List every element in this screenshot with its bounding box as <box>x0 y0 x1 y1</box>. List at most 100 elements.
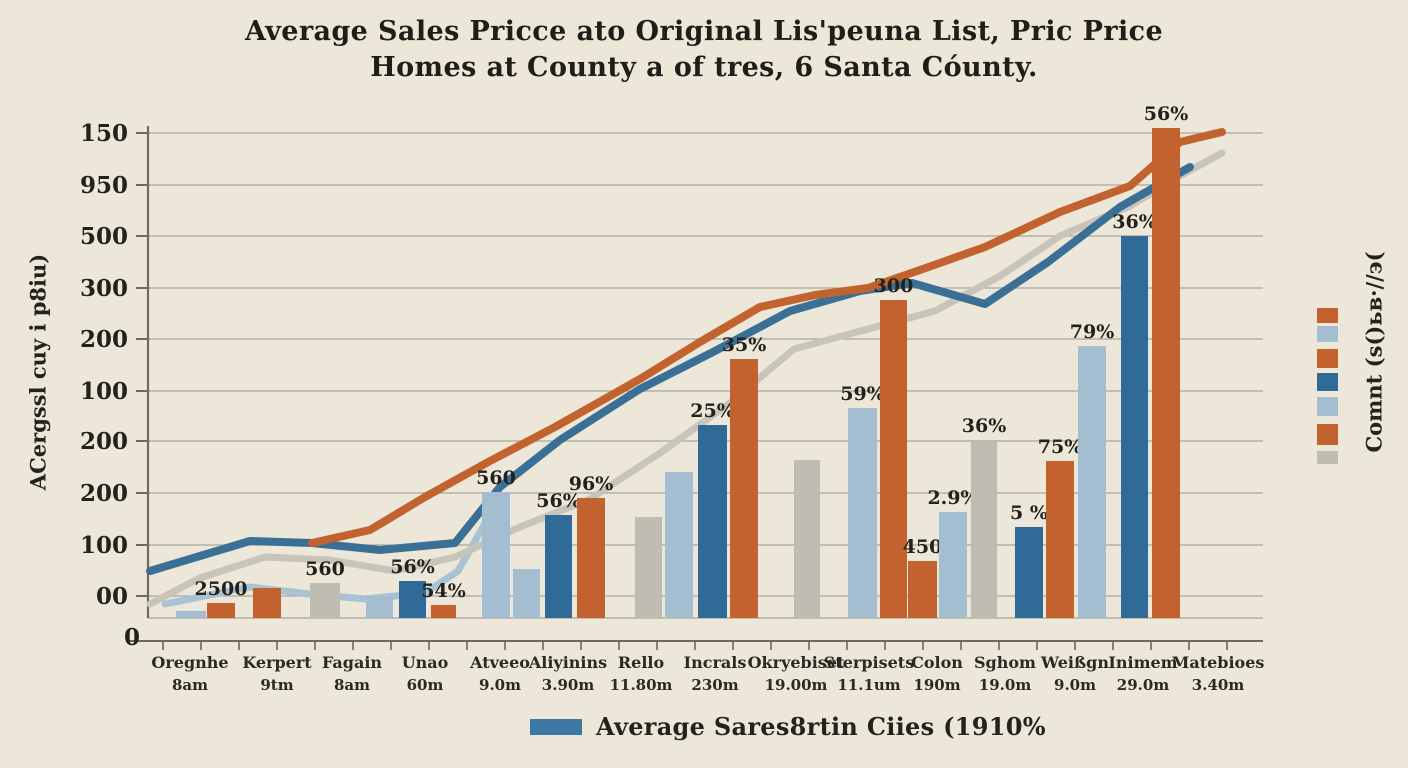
legend-right-swatch <box>1317 349 1338 368</box>
bar-value-label: 96% <box>569 473 614 495</box>
x-category-value: 8am <box>334 676 370 694</box>
origin-label: 0 <box>124 624 140 651</box>
bar-value-label: 54% <box>421 580 466 602</box>
x-category-value: 9.0m <box>1054 676 1096 694</box>
x-category-value: 29.0m <box>1117 676 1170 694</box>
bar-lightblue <box>848 408 877 618</box>
x-category-value: 11.1um <box>837 676 900 694</box>
bar-gray <box>794 460 820 618</box>
y-tick-label: 200 <box>80 326 128 353</box>
x-category-name: Incrals <box>684 653 747 672</box>
y-tick-label: 500 <box>80 223 128 250</box>
x-category-name: Sterpisets <box>824 653 914 672</box>
x-category-name: Sghom <box>974 653 1036 672</box>
bar-orange <box>908 561 937 618</box>
bar-orange <box>730 359 758 618</box>
chart-title: Average Sales Pricce ato Original Lis'pe… <box>0 14 1408 85</box>
bar-value-label: 35% <box>722 334 767 356</box>
bar-value-label: 5 % <box>1010 502 1048 524</box>
gray-line <box>146 149 1226 608</box>
x-category-name: Okryebiset <box>748 653 845 672</box>
bar-lightblue <box>366 596 393 618</box>
bar-lightblue <box>513 569 540 618</box>
bar-value-label: 59% <box>840 383 885 405</box>
bar-darkblue <box>545 515 572 618</box>
bar-value-label: 56% <box>1144 103 1189 125</box>
x-category-value: 60m <box>407 676 444 694</box>
y-tick-label: 950 <box>80 172 128 199</box>
bar-value-label: 300 <box>874 275 914 297</box>
x-category-value: 3.90m <box>542 676 595 694</box>
x-category-name: Oregnhe <box>151 653 228 672</box>
bar-orange <box>253 588 281 618</box>
bar-gray <box>310 583 340 618</box>
x-category-value: 19.00m <box>765 676 828 694</box>
x-category-name: Rello <box>618 653 665 672</box>
x-category-value: 11.80m <box>610 676 673 694</box>
bar-darkblue <box>1121 236 1148 618</box>
bar-value-label: 36% <box>1112 211 1157 233</box>
bar-orange <box>207 603 235 618</box>
bar-orange <box>577 498 605 618</box>
orange-line <box>308 128 1226 547</box>
bar-value-label: 56% <box>390 556 435 578</box>
x-category-value: 9.0m <box>479 676 521 694</box>
bar-value-label: 56% <box>536 490 581 512</box>
x-category-value: 9tm <box>260 676 293 694</box>
x-category-value: 8am <box>172 676 208 694</box>
x-category-name: Atveeo <box>469 653 530 672</box>
bar-lightblue <box>939 512 967 618</box>
legend-right-swatch <box>1317 373 1338 391</box>
bar-value-label: 36% <box>962 415 1007 437</box>
x-category-value: 190m <box>913 676 960 694</box>
y-tick-label: 300 <box>80 275 128 302</box>
x-category-name: Matebioes <box>1172 653 1265 672</box>
bar-value-label: 2500 <box>195 578 248 600</box>
bar-value-label: 450 <box>903 536 943 558</box>
y-tick-label: 200 <box>80 428 128 455</box>
bar-darkblue <box>698 425 727 618</box>
bar-value-label: 560 <box>305 558 345 580</box>
legend-right-swatch <box>1317 326 1338 342</box>
bar-darkblue <box>399 581 426 618</box>
legend-swatch <box>530 718 582 735</box>
x-category-name: Kerpert <box>242 653 312 672</box>
legend-right-swatch <box>1317 424 1338 445</box>
bar-lightblue <box>482 492 510 618</box>
y-tick-label: 00 <box>96 583 128 610</box>
bar-gray <box>971 440 997 618</box>
legend-label: Average Sares8rtin Ciies (1910% <box>596 712 1046 741</box>
lightblue-line <box>161 514 492 608</box>
x-category-name: Colon <box>911 653 963 672</box>
bar-gray <box>635 517 662 618</box>
x-category-value: 19.0m <box>979 676 1032 694</box>
legend-bottom: Average Sares8rtin Ciies (1910% <box>530 712 1046 741</box>
x-category-name: Fagain <box>322 653 382 672</box>
bar-lightblue <box>176 611 206 618</box>
legend-right-swatch <box>1317 451 1338 464</box>
y-tick-label: 100 <box>80 532 128 559</box>
legend-right-swatch <box>1317 397 1338 416</box>
x-category-value: 230m <box>691 676 738 694</box>
x-category-name: Inimem <box>1108 653 1177 672</box>
x-category-name: Unao <box>402 653 449 672</box>
bar-lightblue <box>1078 346 1106 618</box>
bar-value-label: 25% <box>690 400 735 422</box>
bar-value-label: 79% <box>1070 321 1115 343</box>
bar-darkblue <box>1015 527 1043 618</box>
chart-title-line1: Average Sales Pricce ato Original Lis'pe… <box>244 16 1164 47</box>
bar-value-label: 560 <box>476 467 516 489</box>
bar-value-label: 2.9% <box>927 487 978 509</box>
y-tick-label: 100 <box>80 378 128 405</box>
bar-orange <box>880 300 907 618</box>
bar-value-label: 75% <box>1038 436 1083 458</box>
bar-lightblue <box>665 472 693 618</box>
x-category-value: 3.40m <box>1192 676 1245 694</box>
chart-title-line2: Homes at County a of tres, 6 Santa Cóunt… <box>370 51 1038 83</box>
bar-orange <box>431 605 456 618</box>
y-tick-label: 150 <box>80 120 128 147</box>
y-tick-label: 200 <box>80 480 128 507</box>
bar-orange <box>1046 461 1074 618</box>
x-category-name: Weißgn <box>1040 653 1109 672</box>
